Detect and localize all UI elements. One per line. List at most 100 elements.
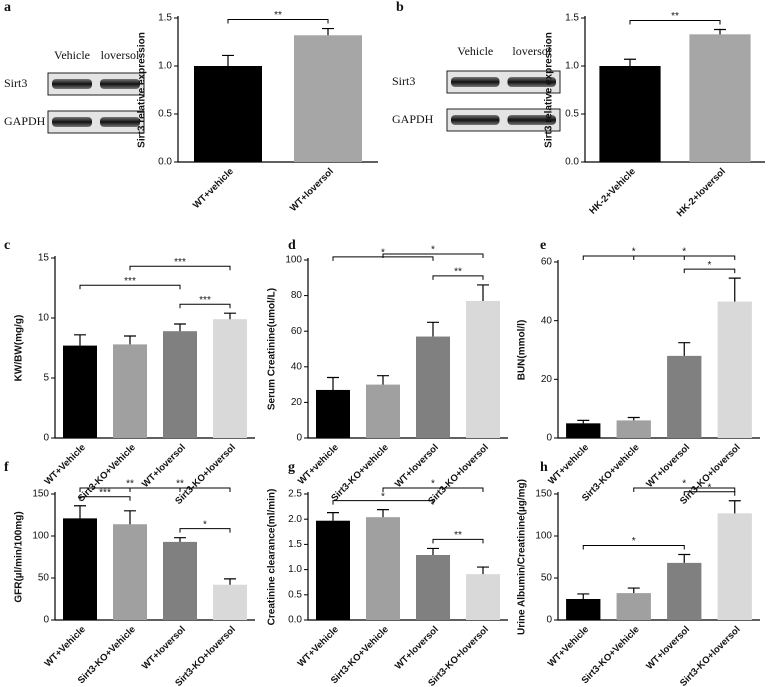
y-tick-label: 0.5 bbox=[158, 109, 172, 120]
y-tick-label: 1.5 bbox=[288, 539, 302, 550]
y-tick-label: 150 bbox=[32, 489, 49, 500]
blot-band bbox=[52, 79, 92, 89]
significance-bracket bbox=[382, 253, 484, 258]
y-tick-label: 10 bbox=[38, 313, 50, 324]
significance-label: *** bbox=[124, 276, 136, 287]
bar bbox=[689, 34, 751, 162]
y-tick-label: 0 bbox=[296, 433, 302, 444]
y-tick-label: 0 bbox=[43, 433, 49, 444]
y-tick-label: 150 bbox=[535, 489, 552, 500]
x-tick-label: WT+vehicle bbox=[296, 442, 341, 487]
significance-bracket bbox=[633, 487, 736, 492]
error-bar bbox=[174, 537, 186, 542]
error-bar bbox=[477, 566, 489, 575]
y-tick-label: 50 bbox=[541, 573, 553, 584]
significance-label: * bbox=[708, 260, 712, 271]
significance-label: *** bbox=[199, 295, 211, 306]
bar bbox=[213, 584, 247, 620]
y-tick-label: 5 bbox=[43, 373, 49, 384]
error-bar bbox=[377, 375, 389, 385]
y-tick-label: 100 bbox=[285, 255, 302, 266]
significance-bracket bbox=[129, 265, 231, 271]
bar bbox=[63, 518, 97, 620]
bar bbox=[416, 336, 450, 438]
significance-label: ** bbox=[274, 10, 282, 21]
error-bar bbox=[222, 54, 234, 66]
significance-label: * bbox=[203, 519, 207, 530]
significance-label: *** bbox=[99, 487, 111, 498]
blot-frame bbox=[446, 70, 561, 94]
bar bbox=[163, 331, 197, 438]
panel-letter: e bbox=[540, 238, 546, 253]
bar bbox=[213, 319, 247, 438]
y-tick-label: 0 bbox=[546, 615, 552, 626]
y-tick-label: 1.0 bbox=[158, 61, 172, 72]
y-tick-label: 100 bbox=[32, 531, 49, 542]
significance-bracket bbox=[382, 487, 484, 492]
blot-band bbox=[100, 79, 140, 89]
panel-letter: g bbox=[288, 460, 295, 475]
significance-bracket bbox=[332, 500, 434, 505]
significance-label: *** bbox=[174, 257, 186, 268]
x-tick-label: HK-2+loversol bbox=[675, 166, 728, 219]
blot-band bbox=[507, 77, 556, 87]
significance-label: ** bbox=[454, 530, 462, 541]
error-bar bbox=[124, 335, 136, 345]
bar bbox=[163, 541, 197, 620]
y-axis-label: Sirt3 relative expression bbox=[137, 32, 148, 148]
significance-label: ** bbox=[671, 11, 679, 22]
error-bar bbox=[224, 578, 236, 585]
error-bar bbox=[577, 419, 590, 424]
x-tick-label: WT+loversol bbox=[140, 624, 188, 672]
significance-bracket bbox=[129, 487, 231, 492]
error-bar bbox=[224, 312, 236, 320]
row-label: GAPDH bbox=[4, 114, 46, 128]
lane-label: loversol bbox=[512, 44, 551, 58]
y-tick-label: 1.5 bbox=[565, 13, 579, 24]
error-bar bbox=[327, 512, 339, 521]
significance-bracket bbox=[79, 284, 181, 290]
y-tick-label: 40 bbox=[541, 315, 553, 326]
lane-label: Vehicle bbox=[54, 48, 90, 62]
western-blot: Vehicle loversol Sirt3 GAPDH bbox=[4, 48, 145, 134]
bar bbox=[599, 66, 661, 162]
significance-bracket bbox=[227, 19, 329, 24]
significance-label: ** bbox=[176, 479, 184, 490]
bar bbox=[113, 524, 147, 620]
bar bbox=[616, 593, 651, 620]
lane-label: loversol bbox=[101, 48, 140, 62]
error-bar bbox=[124, 510, 136, 525]
x-tick-label: WT+Vehicle bbox=[546, 624, 591, 669]
significance-bracket bbox=[683, 491, 736, 496]
row-label: Sirt3 bbox=[4, 76, 27, 90]
y-tick-label: 0.0 bbox=[565, 157, 579, 168]
significance-label: * bbox=[431, 479, 435, 490]
x-tick-label: WT+vehicle bbox=[546, 442, 591, 487]
blot-band bbox=[507, 115, 556, 125]
x-tick-label: WT+Vehicle bbox=[296, 624, 341, 669]
blot-band bbox=[451, 77, 500, 87]
error-bar bbox=[728, 500, 741, 514]
y-axis-label: KW/BW(mg/g) bbox=[14, 315, 25, 382]
bar bbox=[416, 554, 450, 620]
bar bbox=[366, 384, 400, 438]
blot-band bbox=[451, 115, 500, 125]
bar bbox=[466, 574, 500, 620]
blot-frame bbox=[446, 108, 561, 132]
y-tick-label: 80 bbox=[291, 290, 303, 301]
significance-label: * bbox=[431, 245, 435, 256]
error-bar bbox=[624, 58, 636, 66]
error-bar bbox=[74, 334, 86, 346]
error-bar bbox=[174, 323, 186, 332]
significance-label: * bbox=[381, 491, 385, 502]
error-bar bbox=[577, 593, 590, 599]
y-tick-label: 1.5 bbox=[158, 13, 172, 24]
error-bar bbox=[477, 284, 489, 301]
x-tick-label: WT+loversol bbox=[288, 166, 336, 214]
y-tick-label: 2.0 bbox=[288, 514, 302, 525]
significance-bracket bbox=[179, 303, 231, 309]
significance-label: * bbox=[381, 248, 385, 259]
bar bbox=[316, 520, 350, 620]
y-tick-label: 0.0 bbox=[158, 157, 172, 168]
y-tick-label: 0 bbox=[43, 615, 49, 626]
